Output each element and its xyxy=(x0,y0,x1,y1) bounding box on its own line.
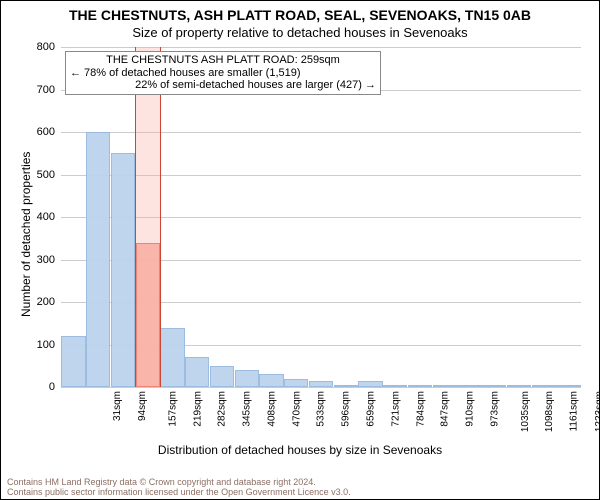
chart-subtitle: Size of property relative to detached ho… xyxy=(1,25,599,40)
histogram-bar xyxy=(210,366,234,387)
x-tick-label: 157sqm xyxy=(167,387,178,427)
highlight-line xyxy=(135,47,136,387)
histogram-bar xyxy=(160,328,184,388)
x-tick-label: 31sqm xyxy=(112,387,123,421)
x-tick-label: 94sqm xyxy=(137,387,148,421)
x-tick-label: 1098sqm xyxy=(544,387,555,432)
x-tick-label: 1035sqm xyxy=(520,387,531,432)
histogram-bar xyxy=(136,243,160,388)
x-tick-label: 533sqm xyxy=(316,387,327,427)
x-tick-label: 973sqm xyxy=(489,387,500,427)
callout-line: ← 78% of detached houses are smaller (1,… xyxy=(70,67,376,80)
y-tick-label: 600 xyxy=(37,126,55,138)
x-tick-label: 1223sqm xyxy=(594,387,600,432)
x-axis-label: Distribution of detached houses by size … xyxy=(1,443,599,457)
x-tick-label: 721sqm xyxy=(390,387,401,427)
x-tick-label: 408sqm xyxy=(267,387,278,427)
x-tick-label: 847sqm xyxy=(440,387,451,427)
callout-line: 22% of semi-detached houses are larger (… xyxy=(70,79,376,92)
x-tick-label: 784sqm xyxy=(415,387,426,427)
histogram-bar xyxy=(284,379,308,388)
histogram-bar xyxy=(235,370,259,387)
chart-caption: Contains HM Land Registry data © Crown c… xyxy=(1,477,599,498)
x-tick-label: 219sqm xyxy=(192,387,203,427)
histogram-bar xyxy=(61,336,85,387)
chart-root: THE CHESTNUTS, ASH PLATT ROAD, SEAL, SEV… xyxy=(0,0,600,500)
x-tick-label: 345sqm xyxy=(242,387,253,427)
plot-area: 010020030040050060070080031sqm94sqm157sq… xyxy=(61,47,581,387)
y-tick-label: 500 xyxy=(37,169,55,181)
histogram-bar xyxy=(259,374,283,387)
y-tick-label: 200 xyxy=(37,296,55,308)
x-tick-label: 659sqm xyxy=(366,387,377,427)
x-tick-label: 470sqm xyxy=(291,387,302,427)
histogram-bar xyxy=(111,153,135,387)
y-tick-label: 800 xyxy=(37,41,55,53)
y-tick-label: 400 xyxy=(37,211,55,223)
highlight-callout: THE CHESTNUTS ASH PLATT ROAD: 259sqm← 78… xyxy=(65,51,381,95)
highlight-line xyxy=(160,47,161,387)
caption-line: Contains HM Land Registry data © Crown c… xyxy=(7,477,593,487)
x-tick-label: 596sqm xyxy=(341,387,352,427)
y-tick-label: 100 xyxy=(37,339,55,351)
chart-title: THE CHESTNUTS, ASH PLATT ROAD, SEAL, SEV… xyxy=(1,7,599,23)
caption-line: Contains public sector information licen… xyxy=(7,487,593,497)
histogram-bar xyxy=(185,357,209,387)
y-tick-label: 0 xyxy=(49,381,55,393)
x-tick-label: 1161sqm xyxy=(569,387,580,431)
y-tick-label: 300 xyxy=(37,254,55,266)
y-tick-label: 700 xyxy=(37,84,55,96)
histogram-bar xyxy=(86,132,110,387)
x-tick-label: 910sqm xyxy=(465,387,476,427)
callout-line: THE CHESTNUTS ASH PLATT ROAD: 259sqm xyxy=(70,54,376,67)
y-axis-label: Number of detached properties xyxy=(19,152,33,317)
x-tick-label: 282sqm xyxy=(217,387,228,427)
